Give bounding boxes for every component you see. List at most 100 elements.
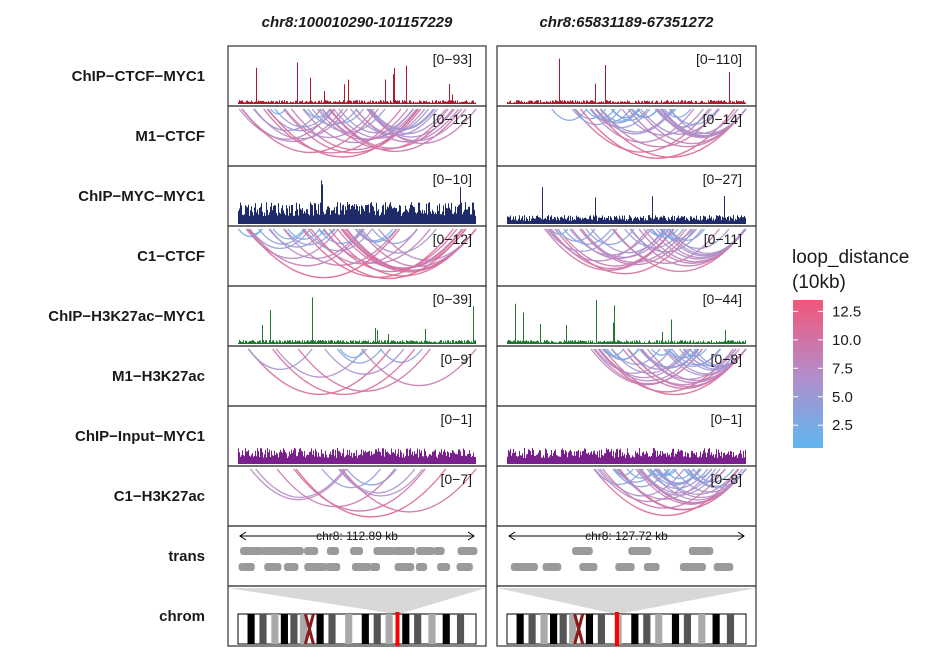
- loop-arc: [338, 468, 424, 497]
- loop-arc: [321, 108, 449, 150]
- region-marker: [395, 612, 400, 646]
- transcript-exon: [303, 547, 319, 555]
- ideogram-band: [655, 614, 663, 644]
- transcript-exon: [713, 563, 734, 571]
- track-label: M1−CTCF: [135, 128, 205, 145]
- loop-arc: [579, 228, 692, 266]
- scale-arrow-left: [508, 531, 516, 541]
- loop-arc: [247, 228, 401, 279]
- loop-arc: [284, 228, 335, 246]
- loop-arc: [370, 108, 434, 130]
- legend-tick-label: 7.5: [832, 360, 853, 377]
- range-label: [0−93]: [433, 51, 472, 67]
- track-panel: chr8: 127.72 kb: [496, 525, 757, 587]
- zoom-funnel: [228, 588, 486, 614]
- transcript-exon: [240, 547, 265, 555]
- loop-arc: [255, 468, 346, 499]
- track-label: trans: [168, 548, 205, 565]
- loop-arc: [379, 348, 423, 364]
- ideogram-band: [528, 614, 536, 644]
- track-panel: [0−93]: [227, 45, 487, 107]
- transcript-exon: [283, 563, 299, 571]
- loop-arc: [360, 228, 437, 254]
- track-panel: [0−1]: [496, 405, 757, 467]
- loop-arc: [324, 348, 405, 375]
- legend: loop_distance (10kb) 12.5 10.0 7.5 5.0 2.5: [792, 247, 909, 448]
- loop-arc: [323, 228, 458, 273]
- loop-arc: [682, 348, 737, 367]
- ideogram-band: [385, 614, 393, 644]
- loop-arc: [601, 348, 625, 357]
- loop-arc: [573, 108, 710, 153]
- track-panel: [0−7]: [227, 465, 487, 527]
- legend-tick-label: 5.0: [832, 389, 853, 406]
- range-label: [0−10]: [433, 171, 472, 187]
- loop-arc: [611, 108, 649, 122]
- track-panel: [0−1]: [227, 405, 487, 467]
- loop-arc: [669, 228, 747, 254]
- loop-arc: [665, 348, 721, 367]
- loop-arc: [635, 468, 747, 505]
- loop-arc: [321, 468, 382, 489]
- ideogram-band: [373, 614, 381, 644]
- ideogram-band: [316, 614, 324, 644]
- loop-arc: [268, 228, 326, 248]
- loop-arc: [550, 228, 569, 236]
- track-label: M1−H3K27ac: [112, 368, 205, 385]
- loop-arc: [663, 468, 695, 480]
- loop-arc: [248, 228, 365, 267]
- legend-tick-label: 2.5: [832, 417, 853, 434]
- ideogram-band: [442, 614, 450, 644]
- legend-title: loop_distance: [792, 247, 909, 268]
- transcript-exon: [350, 547, 363, 555]
- loop-arc: [276, 468, 396, 508]
- scale-arrow-left: [239, 531, 247, 541]
- ideogram-band: [516, 614, 524, 644]
- transcript-exon: [283, 547, 304, 555]
- transcript-exon: [351, 563, 372, 571]
- loop-arc: [293, 468, 426, 512]
- loop-arc: [258, 228, 307, 245]
- track-panel: [0−11]: [496, 225, 757, 287]
- signal-bars: [507, 448, 746, 464]
- loop-arc: [336, 348, 382, 364]
- ideogram-band: [726, 614, 735, 644]
- loop-arc: [651, 228, 679, 238]
- loop-arc: [593, 468, 740, 516]
- loop-arc: [660, 228, 694, 240]
- loop-arc: [290, 108, 420, 151]
- track-label: ChIP−Input−MYC1: [75, 428, 205, 445]
- loop-arc: [339, 348, 368, 359]
- transcript-exon: [437, 563, 451, 571]
- loop-arc: [358, 228, 477, 267]
- signal-bars: [238, 297, 476, 344]
- loop-arc: [295, 468, 447, 518]
- transcript-exon: [325, 563, 341, 571]
- track-panel: [0−8]: [496, 345, 757, 407]
- scale-label: chr8: 112.89 kb: [316, 529, 398, 543]
- track-panel: [227, 585, 487, 647]
- track-panel: [0−14]: [496, 105, 757, 167]
- loop-arc: [649, 468, 671, 477]
- ideogram-band: [361, 614, 369, 644]
- loop-arc: [650, 228, 746, 260]
- ideogram-band: [698, 614, 706, 644]
- transcript-exon: [457, 547, 478, 555]
- transcript-exon: [579, 563, 598, 571]
- transcript-exon: [688, 547, 714, 555]
- track-label: C1−CTCF: [137, 248, 205, 265]
- ideogram-band: [559, 614, 567, 644]
- loop-arc: [595, 108, 675, 135]
- column-title: chr8:65831189-67351272: [539, 14, 714, 31]
- ideogram-band: [428, 614, 436, 644]
- range-label: [0−12]: [433, 231, 472, 247]
- transcript-exon: [456, 563, 473, 571]
- ideogram-band: [271, 614, 279, 644]
- loop-arc: [241, 108, 379, 154]
- ideogram-band: [569, 614, 577, 644]
- loop-arc: [328, 108, 463, 153]
- loop-arc: [367, 108, 447, 135]
- track-panel: [0−110]: [496, 45, 757, 107]
